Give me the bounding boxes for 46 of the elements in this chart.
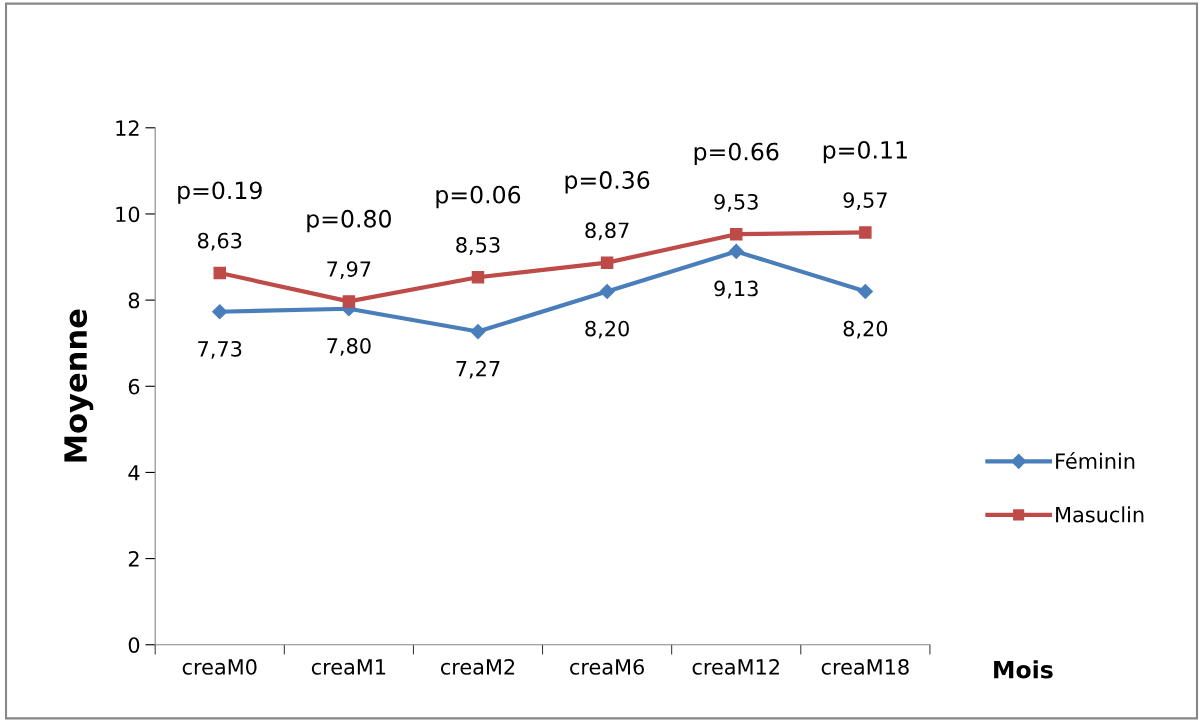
annotation: p=0.06 bbox=[436, 185, 521, 209]
point bbox=[857, 283, 873, 300]
annotation: p=0.19 bbox=[178, 181, 262, 204]
point bbox=[600, 256, 614, 269]
x-tick-label: creaM0 bbox=[182, 659, 257, 675]
annotation: p=0.36 bbox=[565, 171, 650, 194]
point bbox=[859, 226, 872, 239]
point bbox=[213, 266, 226, 280]
point bbox=[729, 227, 743, 241]
x-tick-label: creaM6 bbox=[570, 659, 644, 675]
point bbox=[342, 295, 356, 308]
data-label: 9,13 bbox=[714, 280, 758, 299]
data-label: 7,97 bbox=[327, 261, 371, 280]
point bbox=[212, 304, 228, 320]
y-axis-title: Moyenne bbox=[64, 309, 94, 462]
x-tick-label: creaM2 bbox=[440, 659, 515, 675]
y-tick-label: 6 bbox=[128, 378, 140, 395]
data-label: 9,53 bbox=[714, 193, 758, 212]
data-label: 7,73 bbox=[198, 340, 242, 359]
point bbox=[599, 283, 615, 300]
data-label: 8,20 bbox=[585, 320, 629, 339]
data-label: 7,80 bbox=[327, 337, 371, 356]
legend-label: Masuclin bbox=[1056, 506, 1144, 523]
y-tick-label: 8 bbox=[128, 292, 140, 309]
y-tick-label: 0 bbox=[128, 637, 140, 653]
annotation: p=0.80 bbox=[307, 209, 391, 233]
data-label: 8,20 bbox=[843, 320, 888, 339]
legend-label: Féminin bbox=[1056, 452, 1135, 469]
y-tick-label: 2 bbox=[128, 551, 139, 567]
x-tick-label: creaM1 bbox=[311, 659, 386, 675]
x-tick-label: creaM18 bbox=[821, 659, 909, 675]
annotation: p=0.11 bbox=[823, 140, 907, 164]
y-tick-label: 10 bbox=[116, 206, 140, 223]
data-label: 8,53 bbox=[456, 237, 500, 255]
data-label: 9,57 bbox=[843, 192, 887, 211]
x-tick-label: creaM12 bbox=[692, 659, 779, 675]
y-tick-label: 12 bbox=[116, 120, 139, 136]
x-axis-title: Mois bbox=[994, 660, 1053, 679]
point bbox=[471, 271, 485, 284]
point bbox=[470, 323, 486, 340]
point bbox=[728, 243, 744, 260]
data-label: 7,27 bbox=[456, 360, 500, 379]
data-label: 8,87 bbox=[585, 222, 629, 241]
data-label: 8,63 bbox=[197, 232, 242, 251]
y-tick-label: 4 bbox=[128, 465, 140, 481]
annotation: p=0.66 bbox=[694, 142, 779, 166]
